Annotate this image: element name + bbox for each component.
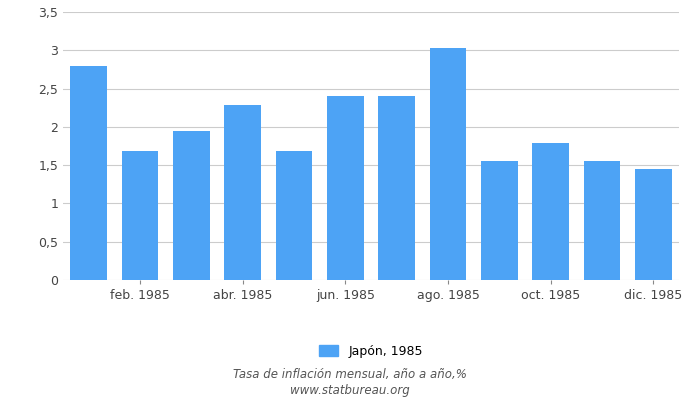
Text: Tasa de inflación mensual, año a año,%: Tasa de inflación mensual, año a año,% [233,368,467,381]
Bar [635,169,672,280]
Bar [70,66,107,280]
Legend: Japón, 1985: Japón, 1985 [314,340,428,363]
Bar [173,131,210,280]
Bar [224,106,261,280]
Text: www.statbureau.org: www.statbureau.org [290,384,410,397]
Bar [276,151,312,280]
Bar [430,48,466,280]
Bar [584,160,620,280]
Bar [481,160,518,280]
Bar [327,96,364,280]
Bar [378,96,415,280]
Bar [122,151,158,280]
Bar [532,143,569,280]
